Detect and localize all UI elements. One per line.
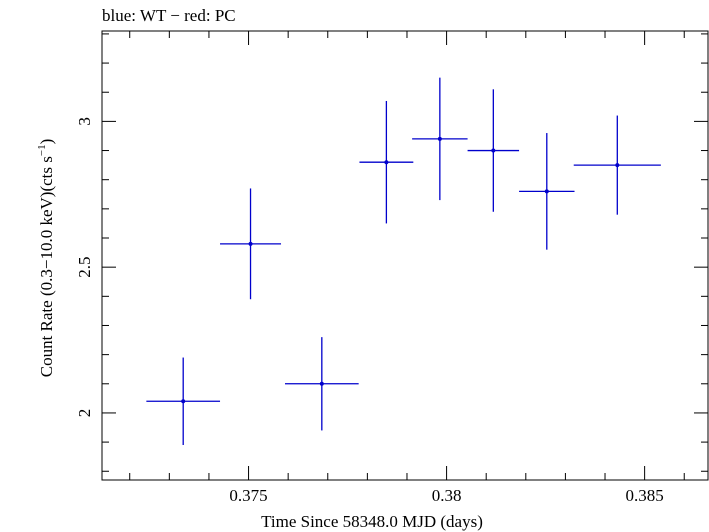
x-tick-labels: 0.375 0.38 0.385 — [229, 486, 663, 505]
x-tick-label: 0.385 — [626, 486, 664, 505]
data-marker — [319, 381, 324, 386]
x-axis-label: Time Since 58348.0 MJD (days) — [261, 512, 483, 531]
data-marker — [491, 148, 496, 153]
y-tick-labels: 22.53 — [75, 117, 94, 417]
x-tick-label: 0.375 — [229, 486, 267, 505]
data-points — [146, 77, 661, 446]
data-marker — [544, 189, 549, 194]
y-tick-label: 2.5 — [75, 257, 94, 278]
plot-frame — [101, 30, 709, 481]
axis-ticks — [102, 31, 708, 480]
data-marker — [437, 136, 442, 141]
y-axis-label-close: ) — [37, 139, 56, 145]
data-point — [519, 133, 575, 250]
data-point — [146, 357, 221, 446]
y-axis-label-main: Count Rate (0.3−10.0 keV)(cts s — [37, 156, 56, 377]
data-point — [467, 89, 520, 212]
data-point — [220, 188, 282, 300]
y-tick-label: 3 — [75, 117, 94, 126]
data-point — [359, 100, 414, 224]
data-marker — [248, 241, 253, 246]
data-marker — [181, 399, 186, 404]
data-marker — [615, 163, 620, 168]
y-tick-label: 2 — [75, 409, 94, 418]
data-point — [284, 337, 359, 431]
data-point — [412, 77, 468, 201]
x-tick-label: 0.38 — [432, 486, 462, 505]
y-axis-label: Count Rate (0.3−10.0 keV)(cts s−1) — [36, 139, 56, 378]
data-point — [573, 115, 661, 215]
chart-title: blue: WT − red: PC — [102, 6, 236, 25]
y-axis-label-exponent: −1 — [36, 144, 48, 156]
data-marker — [384, 160, 389, 165]
